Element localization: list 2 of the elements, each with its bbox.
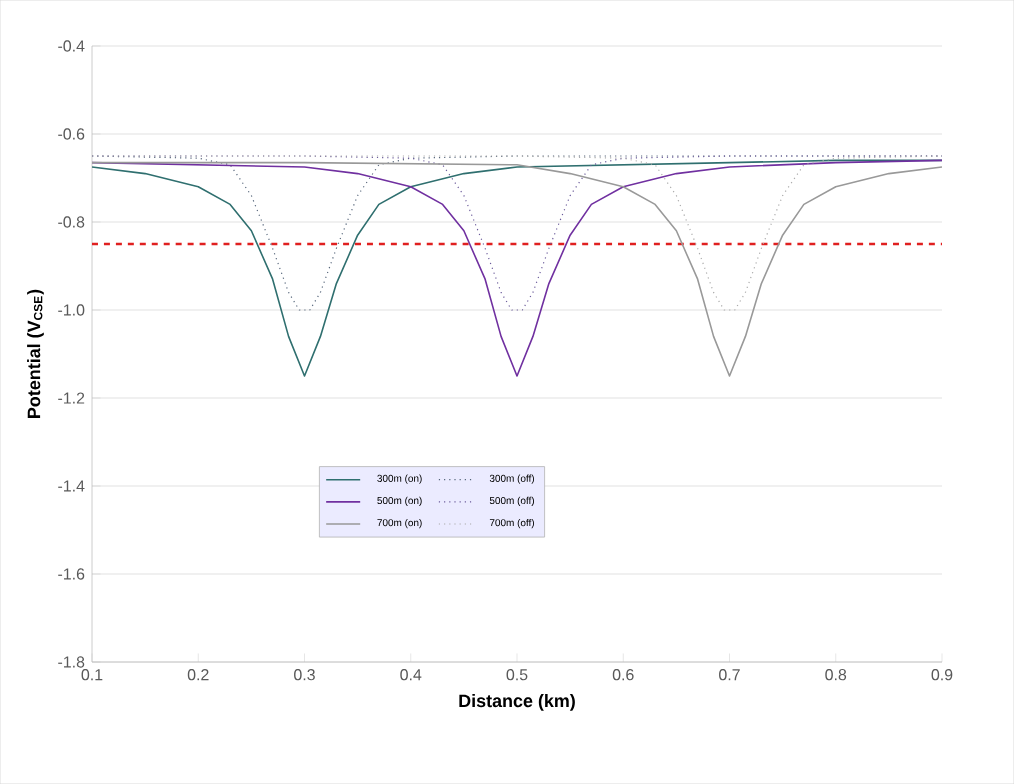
x-axis-title: Distance (km) [459,694,575,711]
y-axis-title: Potential (V$_{CSE}$) [27,289,44,418]
